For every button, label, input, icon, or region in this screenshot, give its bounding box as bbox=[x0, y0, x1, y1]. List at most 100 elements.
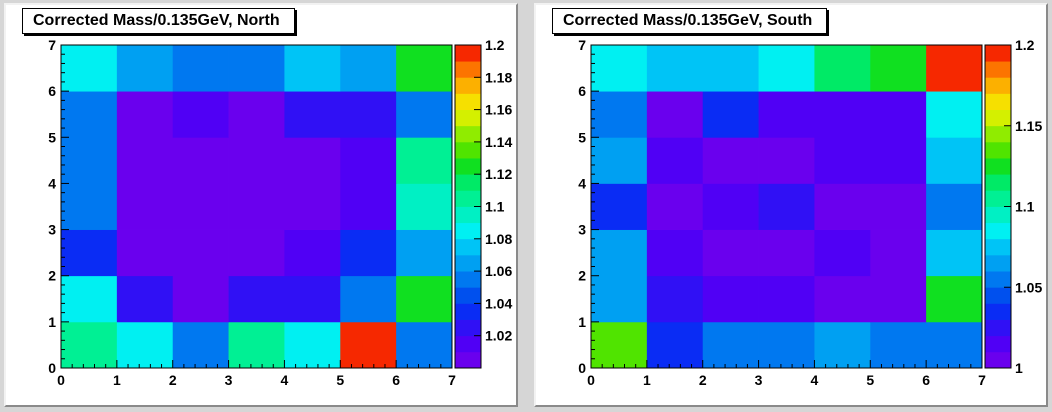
south-colorbar-band bbox=[985, 141, 1011, 159]
north-x-tick-label: 1 bbox=[113, 372, 121, 388]
north-colorbar-band bbox=[455, 125, 481, 143]
north-y-tick-label: 6 bbox=[48, 83, 56, 99]
north-cell-3-4 bbox=[228, 137, 285, 184]
south-cell-1-2 bbox=[646, 229, 704, 277]
south-cell-3-0 bbox=[758, 321, 815, 369]
south-cell-4-2 bbox=[814, 229, 871, 277]
north-cell-1-4 bbox=[116, 137, 174, 184]
south-colorbar-band bbox=[985, 335, 1011, 353]
south-cell-1-0 bbox=[646, 321, 704, 369]
north-colorbar-band bbox=[455, 190, 481, 207]
south-cell-3-6 bbox=[758, 45, 815, 92]
north-cell-5-6 bbox=[340, 45, 397, 92]
south-cell-3-2 bbox=[758, 229, 815, 277]
south-x-tick-label: 0 bbox=[587, 372, 595, 388]
south-cell-2-1 bbox=[702, 275, 759, 323]
south-cell-1-3 bbox=[646, 183, 704, 230]
north-cell-0-0 bbox=[61, 321, 118, 369]
south-y-tick-label: 5 bbox=[578, 129, 586, 145]
south-z-tick-label: 1.2 bbox=[1015, 37, 1035, 53]
north-colorbar-band bbox=[455, 238, 481, 256]
south-y-tick-label: 2 bbox=[578, 268, 586, 284]
north-z-tick-label: 1.2 bbox=[485, 37, 505, 53]
south-cell-6-0 bbox=[926, 321, 983, 369]
north-z-tick-label: 1.08 bbox=[485, 231, 512, 247]
north-colorbar-band bbox=[455, 61, 481, 78]
south-cell-6-4 bbox=[926, 137, 983, 184]
south-cell-2-6 bbox=[702, 45, 759, 92]
south-colorbar-band bbox=[985, 109, 1011, 127]
south-cell-6-1 bbox=[926, 275, 983, 323]
north-cell-1-3 bbox=[116, 183, 174, 230]
south-cell-2-2 bbox=[702, 229, 759, 277]
north-cell-6-1 bbox=[396, 275, 453, 323]
south-colorbar-band bbox=[985, 125, 1011, 143]
south-x-tick-label: 4 bbox=[811, 372, 819, 388]
south-cell-2-0 bbox=[702, 321, 759, 369]
north-cell-1-2 bbox=[116, 229, 174, 277]
north-cell-0-1 bbox=[61, 275, 118, 323]
north-y-tick-label: 0 bbox=[48, 360, 56, 376]
south-colorbar-band bbox=[985, 319, 1011, 337]
north-z-tick-label: 1.04 bbox=[485, 295, 512, 311]
north-y-tick-label: 3 bbox=[48, 222, 56, 238]
north-colorbar-band bbox=[455, 351, 481, 369]
south-cell-5-6 bbox=[870, 45, 927, 92]
north-cell-4-0 bbox=[284, 321, 341, 369]
north-cell-5-0 bbox=[340, 321, 397, 369]
south-x-tick-label: 7 bbox=[978, 372, 986, 388]
south-cell-0-2 bbox=[591, 229, 648, 277]
south-cell-5-4 bbox=[870, 137, 927, 184]
north-y-tick-label: 5 bbox=[48, 129, 56, 145]
south-cell-0-5 bbox=[591, 91, 648, 138]
north-cell-2-6 bbox=[172, 45, 229, 92]
south-colorbar-band bbox=[985, 303, 1011, 320]
south-cell-4-3 bbox=[814, 183, 871, 230]
north-colorbar-band bbox=[455, 45, 481, 62]
south-cell-1-1 bbox=[646, 275, 704, 323]
north-cell-4-2 bbox=[284, 229, 341, 277]
north-colorbar-band bbox=[455, 271, 481, 288]
south-cell-4-6 bbox=[814, 45, 871, 92]
north-cell-4-5 bbox=[284, 91, 341, 138]
north-cell-3-6 bbox=[228, 45, 285, 92]
south-y-tick-label: 0 bbox=[578, 360, 586, 376]
north-x-tick-label: 2 bbox=[169, 372, 177, 388]
south-cell-1-4 bbox=[646, 137, 704, 184]
north-cell-5-3 bbox=[340, 183, 397, 230]
north-cell-2-2 bbox=[172, 229, 229, 277]
south-cell-4-1 bbox=[814, 275, 871, 323]
south-cell-4-5 bbox=[814, 91, 871, 138]
north-cell-0-5 bbox=[61, 91, 118, 138]
south-colorbar-band bbox=[985, 61, 1011, 78]
north-cell-6-6 bbox=[396, 45, 453, 92]
north-cell-5-1 bbox=[340, 275, 397, 323]
north-title: Corrected Mass/0.135GeV, North bbox=[22, 8, 295, 34]
south-title: Corrected Mass/0.135GeV, South bbox=[552, 8, 828, 34]
south-z-tick-label: 1.05 bbox=[1015, 279, 1042, 295]
north-colorbar-band bbox=[455, 109, 481, 127]
south-cell-6-3 bbox=[926, 183, 983, 230]
north-z-tick-label: 1.12 bbox=[485, 166, 512, 182]
south-colorbar-band bbox=[985, 271, 1011, 288]
north-cell-3-2 bbox=[228, 229, 285, 277]
south-cell-4-0 bbox=[814, 321, 871, 369]
north-cell-6-3 bbox=[396, 183, 453, 230]
south-cell-5-0 bbox=[870, 321, 927, 369]
south-cell-0-1 bbox=[591, 275, 648, 323]
north-cell-2-3 bbox=[172, 183, 229, 230]
north-colorbar-band bbox=[455, 141, 481, 159]
north-x-tick-label: 6 bbox=[392, 372, 400, 388]
south-cell-1-6 bbox=[646, 45, 704, 92]
north-x-tick-label: 7 bbox=[448, 372, 456, 388]
north-colorbar-band bbox=[455, 303, 481, 320]
south-cell-6-6 bbox=[926, 45, 983, 92]
north-cell-1-1 bbox=[116, 275, 174, 323]
south-cell-5-5 bbox=[870, 91, 927, 138]
north-cell-2-1 bbox=[172, 275, 229, 323]
north-x-tick-label: 3 bbox=[225, 372, 233, 388]
south-cell-3-4 bbox=[758, 137, 815, 184]
south-colorbar-band bbox=[985, 238, 1011, 256]
north-cell-5-4 bbox=[340, 137, 397, 184]
south-x-tick-label: 3 bbox=[755, 372, 763, 388]
